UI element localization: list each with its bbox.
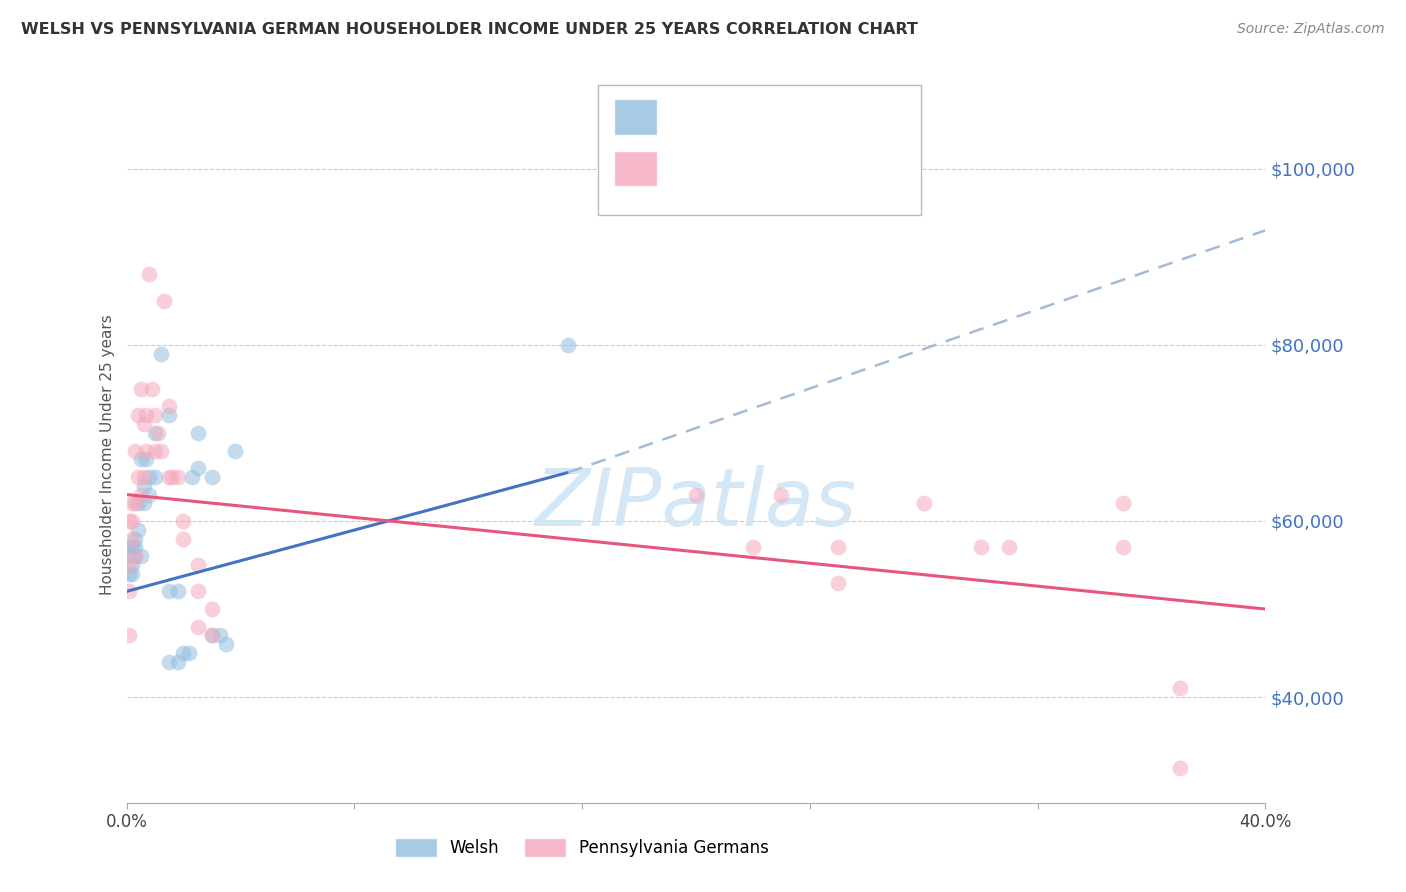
Point	[129, 487, 152, 501]
Point	[121, 541, 143, 555]
Point	[827, 541, 849, 555]
Point	[187, 584, 209, 599]
Point	[118, 558, 141, 572]
Point	[132, 470, 155, 484]
Text: 0.360: 0.360	[710, 108, 768, 126]
Point	[172, 514, 194, 528]
Point	[166, 655, 188, 669]
Point	[118, 628, 141, 642]
Point	[121, 496, 143, 510]
Point	[127, 409, 149, 423]
Point	[127, 496, 149, 510]
Point	[157, 584, 180, 599]
Text: Source: ZipAtlas.com: Source: ZipAtlas.com	[1237, 22, 1385, 37]
Point	[138, 487, 160, 501]
Text: -0.220: -0.220	[710, 160, 769, 178]
Text: R =: R =	[668, 160, 704, 178]
Point	[146, 425, 169, 440]
Point	[685, 487, 707, 501]
Point	[121, 532, 143, 546]
Point	[118, 566, 141, 581]
Point	[742, 541, 765, 555]
Point	[181, 470, 204, 484]
Point	[129, 382, 152, 396]
Point	[157, 409, 180, 423]
Point	[224, 443, 246, 458]
Point	[124, 549, 146, 564]
Point	[132, 496, 155, 510]
Point	[129, 549, 152, 564]
Text: N =: N =	[787, 108, 835, 126]
Point	[143, 425, 166, 440]
Point	[143, 443, 166, 458]
Point	[152, 293, 174, 308]
Point	[187, 558, 209, 572]
Point	[166, 470, 188, 484]
Point	[124, 532, 146, 546]
Point	[166, 584, 188, 599]
Point	[118, 549, 141, 564]
Point	[121, 558, 143, 572]
Point	[187, 425, 209, 440]
Point	[135, 409, 157, 423]
Point	[201, 470, 224, 484]
Point	[557, 338, 579, 352]
Point	[121, 514, 143, 528]
Point	[124, 541, 146, 555]
Point	[201, 602, 224, 616]
Point	[187, 461, 209, 475]
Point	[143, 470, 166, 484]
Point	[179, 646, 201, 660]
Point	[138, 470, 160, 484]
Point	[201, 628, 224, 642]
Point	[201, 628, 224, 642]
Text: ZIPatlas: ZIPatlas	[534, 465, 858, 542]
Point	[157, 400, 180, 414]
Point	[127, 470, 149, 484]
Point	[912, 496, 935, 510]
Point	[160, 470, 183, 484]
Point	[118, 584, 141, 599]
Point	[970, 541, 993, 555]
Point	[124, 496, 146, 510]
Point	[141, 382, 163, 396]
Point	[172, 532, 194, 546]
Point	[215, 637, 238, 651]
Point	[118, 541, 141, 555]
Point	[157, 655, 180, 669]
Point	[149, 443, 172, 458]
Point	[1168, 761, 1191, 775]
Text: N =: N =	[787, 160, 835, 178]
Point	[187, 620, 209, 634]
Y-axis label: Householder Income Under 25 years: Householder Income Under 25 years	[100, 315, 115, 595]
Point	[132, 479, 155, 493]
Point	[998, 541, 1021, 555]
Point	[129, 452, 152, 467]
Point	[1168, 681, 1191, 696]
Point	[143, 409, 166, 423]
Point	[138, 268, 160, 282]
Point	[827, 575, 849, 590]
Text: WELSH VS PENNSYLVANIA GERMAN HOUSEHOLDER INCOME UNDER 25 YEARS CORRELATION CHART: WELSH VS PENNSYLVANIA GERMAN HOUSEHOLDER…	[21, 22, 918, 37]
Point	[132, 417, 155, 431]
Point	[135, 443, 157, 458]
Point	[135, 452, 157, 467]
Point	[124, 443, 146, 458]
Point	[118, 514, 141, 528]
Text: R =: R =	[668, 108, 704, 126]
Point	[121, 566, 143, 581]
Point	[124, 549, 146, 564]
Point	[770, 487, 793, 501]
Point	[172, 646, 194, 660]
Point	[157, 470, 180, 484]
Point	[127, 523, 149, 537]
Legend: Welsh, Pennsylvania Germans: Welsh, Pennsylvania Germans	[388, 831, 776, 864]
Point	[1112, 496, 1135, 510]
Point	[149, 346, 172, 360]
Text: 23: 23	[839, 108, 863, 126]
Point	[1112, 541, 1135, 555]
Point	[209, 628, 232, 642]
Text: 38: 38	[839, 160, 862, 178]
